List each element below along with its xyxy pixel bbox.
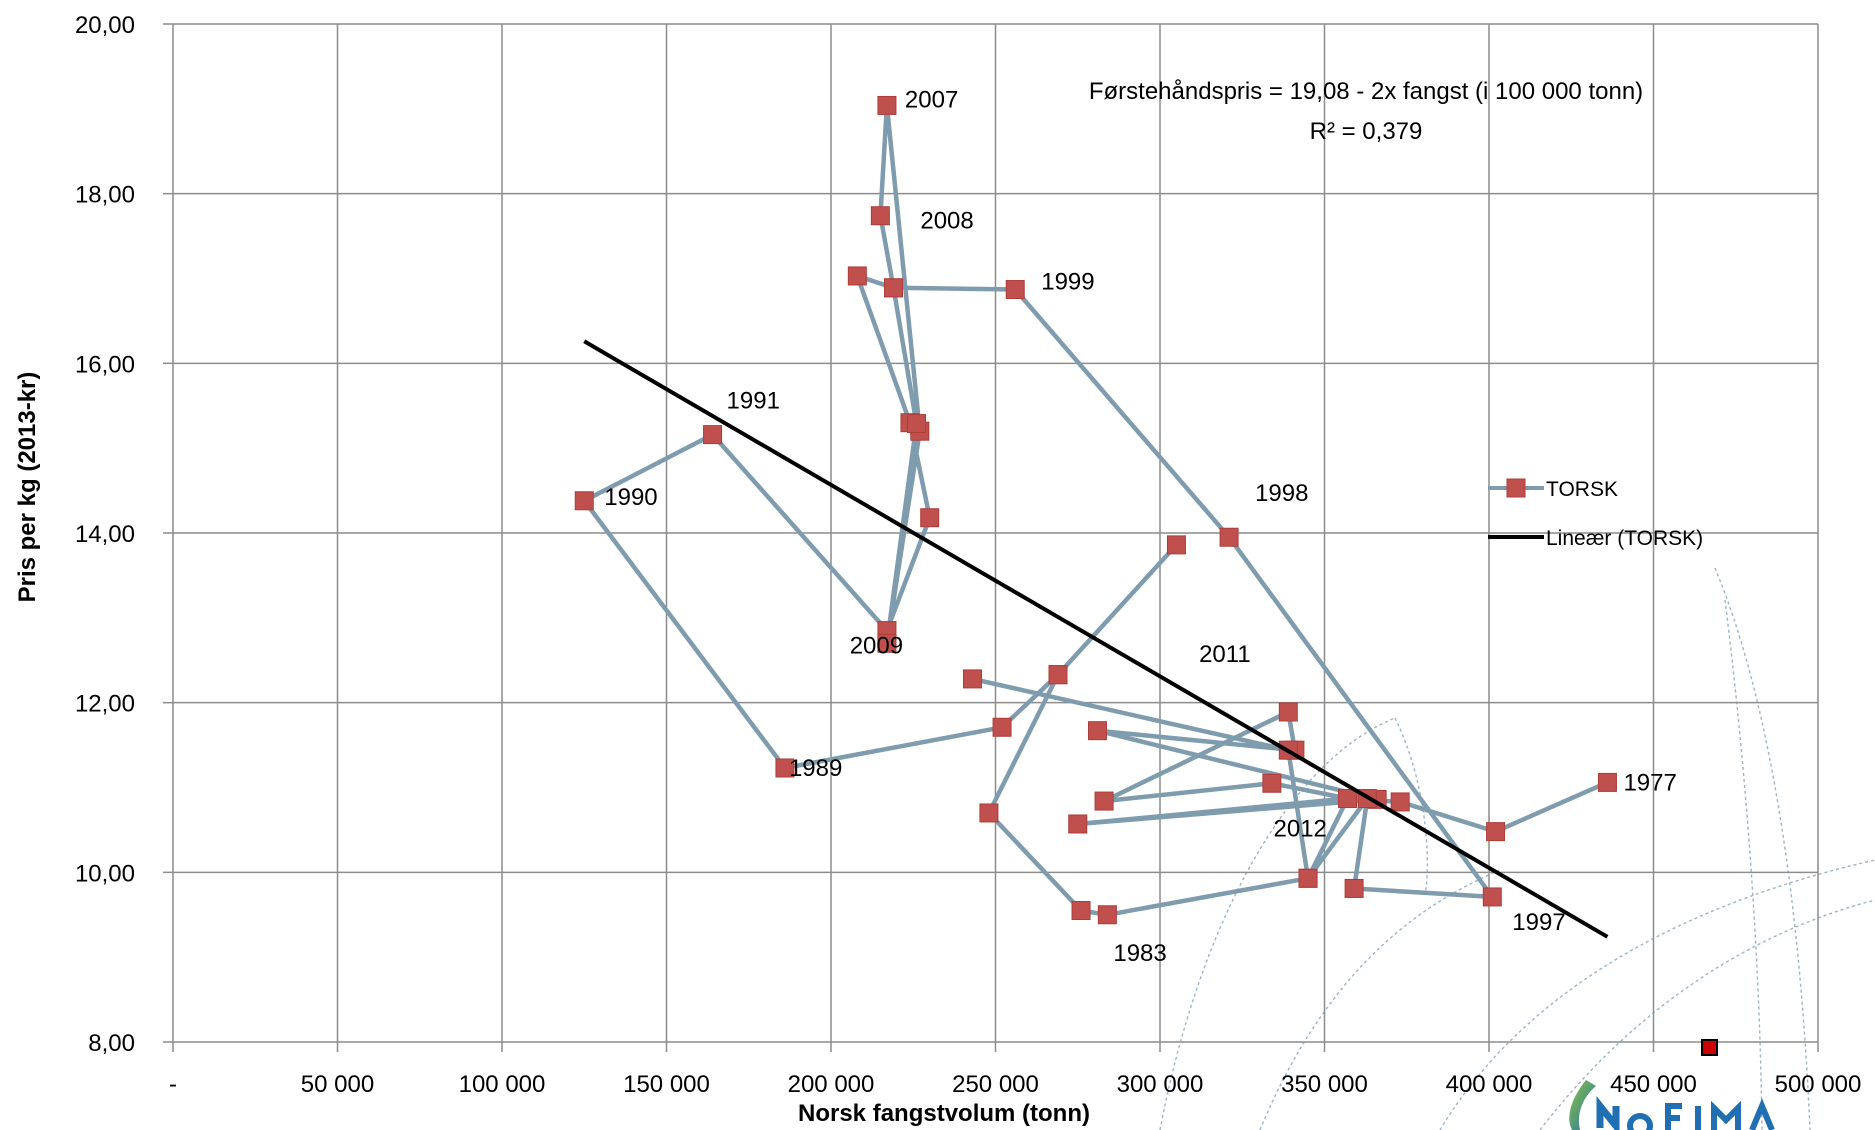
- year-label: 2007: [905, 86, 958, 113]
- data-point: [1097, 905, 1117, 925]
- legend-torsk-label: TORSK: [1546, 478, 1618, 501]
- data-point: [884, 278, 904, 298]
- data-point: [1344, 878, 1364, 898]
- x-tick-label: 450 000: [1610, 1071, 1697, 1098]
- data-point: [1048, 665, 1068, 685]
- year-label: 2012: [1274, 816, 1327, 843]
- data-point: [1219, 527, 1239, 547]
- gridlines: [173, 23, 1819, 1042]
- data-point: [870, 206, 890, 226]
- series-torsk: [574, 95, 1617, 925]
- equation-annotation: Førstehåndspris = 19,08 - 2x fangst (i 1…: [1089, 78, 1643, 105]
- axes: [163, 23, 1819, 1052]
- data-point: [1390, 792, 1410, 812]
- year-label: 1997: [1512, 909, 1565, 936]
- data-point: [775, 758, 795, 778]
- data-point: [847, 266, 867, 286]
- y-tick-label: 8,00: [88, 1030, 135, 1057]
- data-point: [1278, 702, 1298, 722]
- background-watermark-arcs: [1159, 567, 1875, 1130]
- data-point: [1338, 789, 1358, 809]
- data-point: [1094, 791, 1114, 811]
- year-label: 2009: [850, 633, 903, 660]
- x-tick-label: 250 000: [952, 1071, 1039, 1098]
- legend-trend-label: Lineær (TORSK): [1546, 527, 1703, 550]
- year-label: 1991: [727, 388, 780, 415]
- data-point: [1068, 814, 1088, 834]
- data-point: [1005, 280, 1025, 300]
- x-tick-labels: - 50 000 100 000 150 000 200 000 250 000 300 0…: [169, 1071, 1861, 1098]
- x-axis-title: Norsk fangstvolum (tonn): [798, 1100, 1090, 1127]
- y-tick-labels: 8,00 10,00 12,00 14,00 16,00 18,00 20,00: [75, 12, 135, 1057]
- year-label: 1999: [1041, 269, 1094, 296]
- year-labels: 1977 1983 1989 1990 1991 1997 1998 1999 2007 2008…: [604, 86, 1677, 966]
- data-point: [574, 491, 594, 511]
- data-point: [1298, 868, 1318, 888]
- year-label: 2008: [920, 208, 973, 235]
- x-tick-label: 50 000: [301, 1071, 374, 1098]
- x-tick-label: 400 000: [1446, 1071, 1533, 1098]
- data-point: [962, 669, 982, 689]
- y-tick-label: 10,00: [75, 860, 135, 887]
- y-tick-label: 18,00: [75, 182, 135, 209]
- data-point: [703, 425, 723, 445]
- data-point: [1166, 535, 1186, 555]
- year-label: 1989: [789, 755, 842, 782]
- data-point: [877, 95, 897, 115]
- year-label: 1977: [1623, 769, 1676, 796]
- x-tick-label: 350 000: [1281, 1071, 1368, 1098]
- data-point: [1262, 773, 1282, 793]
- x-tick-label: -: [169, 1071, 177, 1098]
- trendline-line: [583, 339, 1609, 939]
- legend-torsk-marker: [1506, 478, 1526, 498]
- data-point: [877, 633, 897, 653]
- y-tick-label: 14,00: [75, 521, 135, 548]
- data-point: [907, 414, 927, 434]
- year-label: 1983: [1113, 940, 1166, 967]
- data-point: [1597, 772, 1617, 792]
- data-point: [979, 803, 999, 823]
- y-tick-label: 12,00: [75, 691, 135, 718]
- y-tick-label: 16,00: [75, 351, 135, 378]
- data-point: [1087, 721, 1107, 741]
- year-label: 2011: [1199, 641, 1251, 668]
- stray-marker: [1701, 1039, 1718, 1056]
- y-axis-title: Pris per kg (2013-kr): [14, 372, 41, 603]
- legend: TORSK Lineær (TORSK): [1488, 478, 1703, 550]
- data-point: [920, 508, 940, 528]
- x-tick-label: 300 000: [1117, 1071, 1204, 1098]
- x-tick-label: 500 000: [1775, 1071, 1862, 1098]
- x-tick-label: 200 000: [788, 1071, 875, 1098]
- x-tick-label: 150 000: [623, 1071, 710, 1098]
- data-point: [1482, 887, 1502, 907]
- year-label: 1998: [1255, 480, 1308, 507]
- data-point: [992, 717, 1012, 737]
- x-tick-label: 100 000: [459, 1071, 546, 1098]
- year-label: 1990: [604, 484, 657, 511]
- data-point: [1071, 901, 1091, 921]
- r-squared-annotation: R² = 0,379: [1310, 118, 1423, 145]
- nofima-logo: [1569, 1080, 1775, 1130]
- data-point: [1486, 822, 1506, 842]
- trendline: [583, 339, 1609, 939]
- y-tick-label: 20,00: [75, 12, 135, 39]
